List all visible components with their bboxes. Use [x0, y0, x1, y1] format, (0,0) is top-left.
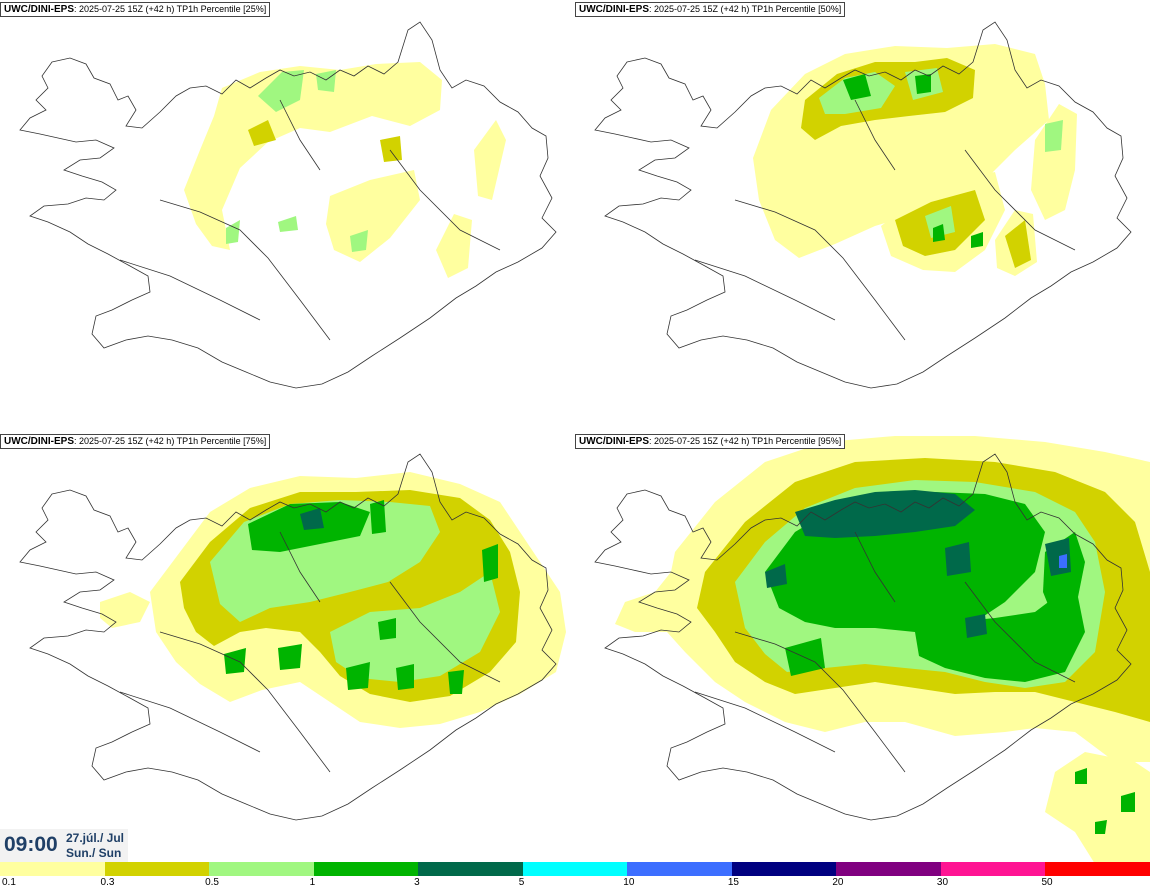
precip-field — [753, 44, 1077, 276]
valid-time-box: 09:00 27.júl./ Jul Sun./ Sun — [0, 829, 128, 862]
model-name: UWC/DINI-EPS — [4, 436, 74, 447]
colorbar-tick-label: 30 — [936, 877, 949, 888]
valid-time: 09:00 — [4, 833, 58, 856]
colorbar-tick-label: 3 — [414, 877, 420, 888]
colorbar-tick-label: 20 — [832, 877, 844, 888]
colorbar-swatch — [104, 862, 210, 876]
precip-map — [19, 21, 557, 389]
colorbar-tick-label: 50 — [1041, 877, 1053, 888]
colorbar-swatch — [731, 862, 837, 876]
run-info: : 2025-07-25 15Z (+42 h) TP1h Percentile… — [74, 436, 267, 446]
colorbar-swatch — [418, 862, 524, 876]
model-name: UWC/DINI-EPS — [4, 4, 74, 15]
colorbar-tick-label: 0.3 — [100, 877, 115, 888]
colorbar-tick-label: 0.5 — [205, 877, 219, 888]
colorbar-tick-label: 5 — [518, 877, 525, 888]
precip-map — [19, 453, 566, 821]
map-panel-p25: UWC/DINI-EPS: 2025-07-25 15Z (+42 h) TP1… — [0, 0, 575, 432]
precip-field — [184, 62, 506, 278]
colorbar-tick-label: 1 — [309, 877, 316, 888]
valid-date: 27.júl./ Jul — [66, 831, 125, 845]
colorbar-tick-label: 15 — [727, 877, 739, 888]
model-name: UWC/DINI-EPS — [579, 436, 649, 447]
colorbar-swatch — [627, 862, 733, 876]
map-panel-p50: UWC/DINI-EPS: 2025-07-25 15Z (+42 h) TP1… — [575, 0, 1150, 432]
model-name: UWC/DINI-EPS — [579, 4, 649, 15]
panel-title: UWC/DINI-EPS: 2025-07-25 15Z (+42 h) TP1… — [575, 434, 846, 449]
panel-title: UWC/DINI-EPS: 2025-07-25 15Z (+42 h) TP1… — [0, 434, 271, 449]
colorbar-swatch — [836, 862, 942, 876]
run-info: : 2025-07-25 15Z (+42 h) TP1h Percentile… — [649, 436, 842, 446]
run-info: : 2025-07-25 15Z (+42 h) TP1h Percentile… — [74, 4, 267, 14]
precip-field — [615, 436, 1150, 864]
colorbar-swatch — [0, 862, 105, 876]
valid-day: Sun./ Sun — [66, 846, 122, 860]
colorbar-swatch — [209, 862, 315, 876]
colorbar-swatch — [1045, 862, 1150, 876]
colorbar-legend: 0.1 0.3 0.5 1 3 5 10 15 20 30 50 — [0, 862, 1150, 891]
run-info: : 2025-07-25 15Z (+42 h) TP1h Percentile… — [649, 4, 842, 14]
map-panel-p95: UWC/DINI-EPS: 2025-07-25 15Z (+42 h) TP1… — [575, 432, 1150, 864]
map-panel-p75: UWC/DINI-EPS: 2025-07-25 15Z (+42 h) TP1… — [0, 432, 575, 864]
colorbar-tick-label: 10 — [623, 877, 635, 888]
colorbar-swatch — [522, 862, 628, 876]
panel-title: UWC/DINI-EPS: 2025-07-25 15Z (+42 h) TP1… — [575, 2, 846, 17]
precip-map — [594, 21, 1132, 389]
precip-field — [100, 472, 566, 728]
colorbar-swatch — [313, 862, 419, 876]
panel-title: UWC/DINI-EPS: 2025-07-25 15Z (+42 h) TP1… — [0, 2, 271, 17]
colorbar-tick-label: 0.1 — [2, 877, 16, 888]
precip-map — [594, 436, 1150, 864]
colorbar-swatch — [940, 862, 1046, 876]
